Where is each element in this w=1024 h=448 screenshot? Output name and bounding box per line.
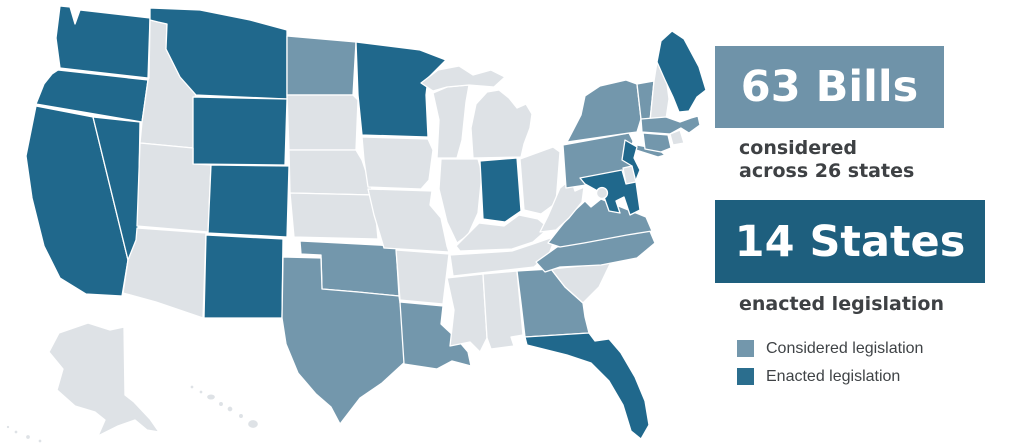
considered-swatch: [737, 340, 754, 357]
considered-label: Considered legislation: [766, 340, 924, 357]
state-ms: [446, 273, 488, 353]
state-mn: [355, 41, 447, 138]
state-az: [122, 227, 207, 319]
enacted-label: Enacted legislation: [766, 368, 901, 385]
hawaii-island: [217, 400, 225, 408]
bills-caption-line2: across 26 states: [739, 160, 915, 182]
state-nm: [203, 234, 284, 319]
state-nd: [286, 35, 357, 96]
state-wv: [539, 178, 585, 233]
bills-stat-box: 63 Bills: [715, 46, 944, 128]
states-stat-value: 14 States: [734, 216, 966, 267]
alaska-island: [13, 429, 19, 435]
state-ri: [669, 129, 685, 146]
states-stat-caption: enacted legislation: [739, 293, 945, 315]
hawaii-island: [226, 405, 234, 413]
state-sd: [286, 94, 359, 151]
state-in: [479, 157, 522, 223]
state-ak: [48, 322, 160, 437]
legend-item-enacted: Enacted legislation: [737, 368, 923, 385]
dc-marker: [595, 186, 609, 200]
legend-item-considered: Considered legislation: [737, 340, 923, 357]
enacted-swatch: [737, 368, 754, 385]
state-wy: [192, 96, 288, 166]
bills-stat-caption: considered across 26 states: [739, 137, 914, 183]
state-tx: [281, 256, 407, 425]
state-wi: [432, 84, 470, 159]
state-mi-upper: [420, 65, 506, 92]
states-stat-box: 14 States: [715, 200, 985, 283]
state-co: [207, 164, 290, 238]
state-mo: [367, 188, 450, 253]
hawaii-island: [237, 412, 245, 420]
state-mt: [149, 7, 288, 100]
state-ia: [361, 136, 434, 190]
hawaii-island: [246, 418, 260, 430]
state-wa: [55, 5, 151, 79]
state-ky: [455, 214, 550, 252]
hawaii-island: [205, 393, 217, 401]
state-ct: [642, 132, 672, 153]
alaska-island: [5, 424, 11, 430]
alaska-island: [37, 438, 43, 444]
us-map: [5, 5, 707, 444]
state-al: [482, 270, 524, 350]
state-ny: [566, 79, 642, 143]
bills-caption-line1: considered: [739, 137, 858, 159]
state-ma: [640, 115, 701, 135]
hawaii-island: [189, 384, 195, 390]
state-fl: [524, 332, 650, 440]
alaska-island: [24, 433, 32, 441]
state-me: [656, 30, 707, 113]
bills-stat-value: 63 Bills: [740, 62, 919, 112]
state-mi-lower: [470, 89, 533, 159]
state-ne: [288, 149, 375, 196]
state-ks: [289, 192, 379, 240]
state-ar: [395, 249, 450, 305]
state-la: [399, 301, 472, 370]
legend: Considered legislation Enacted legislati…: [737, 340, 923, 385]
hawaii-island: [198, 389, 204, 395]
